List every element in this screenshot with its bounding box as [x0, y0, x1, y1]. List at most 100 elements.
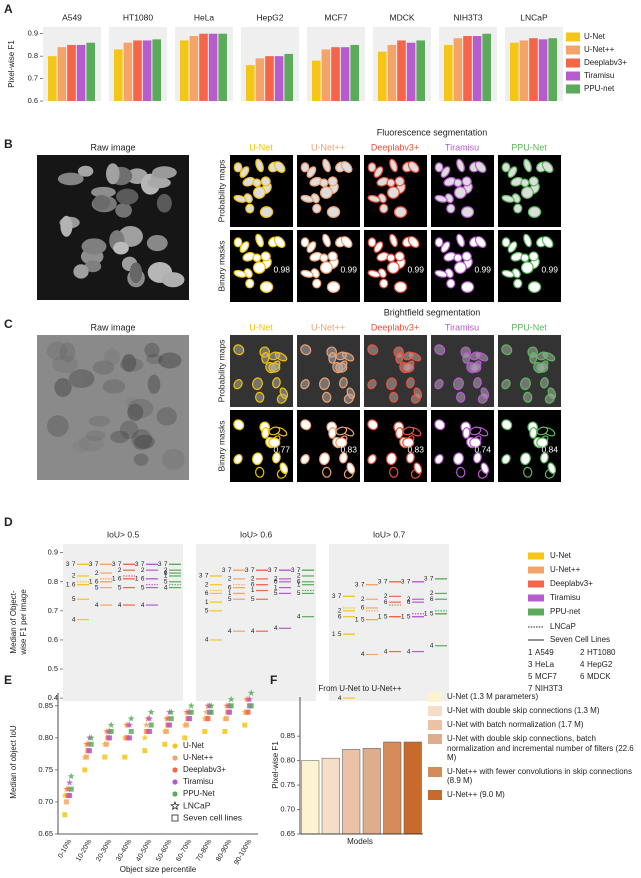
point [202, 728, 208, 734]
nucleus [456, 391, 466, 403]
raw-nucleus [84, 260, 102, 273]
raw-nucleus [116, 188, 139, 205]
nucleus [501, 194, 515, 203]
nucleus [501, 269, 515, 278]
line-id: 7 [141, 561, 145, 568]
panel-label: C [4, 317, 13, 331]
legend-label: LNCaP [550, 622, 576, 631]
line-id: 6 [430, 596, 434, 603]
x-tick-label: 50-60% [155, 838, 173, 862]
raw-nucleus [152, 166, 177, 179]
nucleus [335, 437, 348, 448]
legend-marker [172, 743, 178, 749]
bar [265, 56, 274, 101]
line-id: 1 [228, 590, 232, 597]
legend-marker [172, 767, 178, 773]
panel-label: B [4, 137, 13, 151]
line-id: 2 [384, 593, 388, 600]
point [247, 689, 255, 696]
point [148, 722, 154, 728]
bar [312, 60, 321, 101]
line-id: 1 [251, 587, 255, 594]
y-axis-label: Median of Object- [9, 590, 18, 653]
line-id: 4 [297, 613, 301, 620]
point [83, 754, 89, 760]
bar [152, 39, 161, 101]
nucleus [261, 352, 270, 364]
legend-label: U-Net++ [584, 45, 615, 54]
line-id: 1 [378, 613, 382, 620]
nucleus [460, 281, 475, 293]
score: 0.99 [340, 264, 357, 274]
point [141, 734, 149, 741]
line-id: 6 [274, 579, 278, 586]
legend-marker [172, 779, 178, 785]
line-id: 2 [205, 581, 209, 588]
line-id: 5 [164, 579, 168, 586]
nucleus [520, 186, 534, 199]
point [167, 722, 173, 728]
line-id: 5 [141, 584, 145, 591]
nucleus [233, 237, 243, 248]
line-id: 1 [424, 610, 428, 617]
nucleus [379, 278, 389, 289]
bar [350, 44, 359, 101]
nucleus [233, 419, 245, 431]
legend-label: U-Net [584, 32, 606, 41]
nucleus [252, 452, 263, 466]
line-id: 4 [361, 651, 365, 658]
x-axis-label: Models [347, 837, 373, 846]
column-title: U-Net++ [311, 142, 345, 152]
line-id: 1 [274, 584, 278, 591]
bar [548, 38, 557, 101]
nucleus [386, 186, 400, 199]
point [246, 695, 254, 703]
legend-item: U-Net with double skip connections (1.3 … [428, 706, 634, 716]
facet-title: MCF7 [324, 12, 347, 22]
line-id: 2 [297, 573, 301, 580]
line-id: 5 [251, 596, 255, 603]
line-id: 1 [135, 576, 139, 583]
nucleus [469, 426, 482, 436]
line-id: 7 [95, 561, 99, 568]
line-id: 3 [424, 576, 428, 583]
score: 0.74 [474, 444, 491, 454]
bar [378, 51, 387, 101]
nucleus [469, 437, 482, 448]
line-id: 4 [384, 648, 388, 655]
bar [76, 44, 86, 101]
nucleus [456, 466, 466, 478]
nucleus [529, 352, 538, 364]
raw-nucleus [133, 453, 149, 466]
nucleus [501, 237, 511, 248]
raw-nucleus [92, 360, 115, 375]
raw-nucleus [161, 272, 185, 288]
raw-nucleus [146, 234, 168, 252]
line-id: 1 [401, 613, 405, 620]
nucleus [268, 426, 281, 436]
column-title: Deeplabv3+ [371, 142, 419, 152]
nucleus [541, 236, 554, 248]
legend-label: Seven Cell Lines [550, 635, 610, 644]
bar [383, 741, 402, 835]
bar [246, 65, 255, 101]
bar [472, 35, 482, 101]
legend-id: 3 [528, 660, 533, 669]
nucleus [367, 344, 379, 356]
nucleus [536, 351, 549, 361]
nucleus [255, 391, 265, 403]
legend-id: 4 [580, 660, 585, 669]
nucleus [453, 253, 463, 263]
legend: U-Net (1.3 M parameters) U-Net with doubl… [428, 692, 634, 804]
nucleus [335, 426, 348, 436]
nucleus [407, 161, 420, 173]
nucleus [326, 206, 341, 218]
line-id: 1 [297, 581, 301, 588]
nucleus [462, 352, 471, 364]
nucleus [406, 452, 415, 464]
nucleus [328, 352, 337, 364]
raw-nucleus [81, 238, 107, 255]
facet-title: LNCaP [520, 12, 548, 22]
legend-item: U-Net++ with fewer convolutions in skip … [428, 766, 634, 786]
line-id: 7 [72, 561, 76, 568]
